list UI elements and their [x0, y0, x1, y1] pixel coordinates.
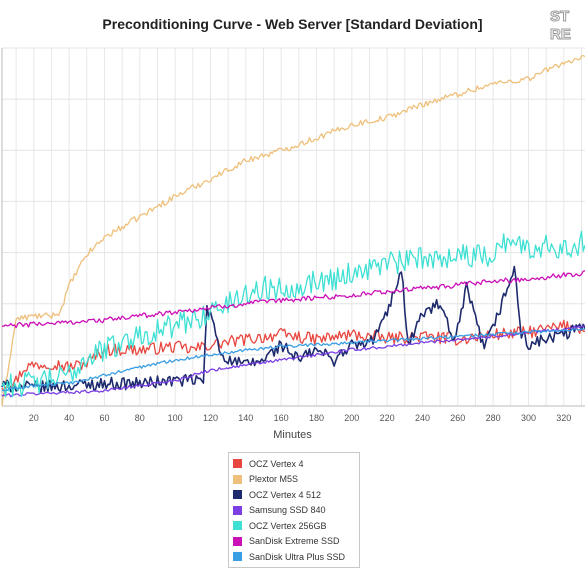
legend-label: OCZ Vertex 4 — [249, 458, 304, 469]
legend-item[interactable]: Samsung SSD 840 — [233, 503, 359, 519]
legend-item[interactable]: Plextor M5S — [233, 472, 359, 488]
x-tick-label: 20 — [29, 413, 39, 423]
watermark-logo-icon: ST RE — [550, 8, 572, 44]
legend-label: OCZ Vertex 4 512 — [249, 489, 322, 500]
series-line-ocz-vertex-4 — [1, 319, 585, 391]
x-tick-label: 120 — [203, 413, 218, 423]
legend: OCZ Vertex 4 Plextor M5S OCZ Vertex 4 512 S… — [228, 452, 360, 568]
series-line-plextor-m5s — [1, 54, 585, 407]
legend-item[interactable]: OCZ Vertex 4 512 — [233, 487, 359, 503]
legend-label: Plextor M5S — [249, 474, 299, 485]
x-axis-label: Minutes — [273, 429, 312, 441]
x-tick-label: 320 — [556, 413, 571, 423]
x-tick-label: 220 — [380, 413, 395, 423]
legend-swatch — [233, 552, 242, 562]
x-tick-label: 260 — [450, 413, 465, 423]
x-tick-label: 300 — [521, 413, 536, 423]
x-tick-label: 40 — [64, 413, 74, 423]
x-tick-label: 140 — [238, 413, 253, 423]
legend-swatch — [233, 490, 242, 500]
legend-item[interactable]: SanDisk Extreme SSD — [233, 534, 359, 550]
legend-swatch — [233, 521, 242, 531]
x-tick-label: 160 — [274, 413, 289, 423]
legend-item[interactable]: OCZ Vertex 4 — [233, 456, 359, 472]
legend-item[interactable]: SanDisk Ultra Plus SSD — [233, 549, 359, 565]
series-line-samsung-ssd-840 — [1, 324, 585, 398]
legend-label: Samsung SSD 840 — [249, 505, 326, 516]
series-line-ocz-vertex-256gb — [1, 230, 585, 398]
legend-swatch — [233, 459, 242, 469]
x-tick-label: 280 — [486, 413, 501, 423]
x-tick-label: 100 — [168, 413, 183, 423]
x-tick-label: 240 — [415, 413, 430, 423]
chart-title: Preconditioning Curve - Web Server [Stan… — [102, 16, 483, 32]
x-tick-label: 200 — [344, 413, 359, 423]
x-tick-label: 80 — [135, 413, 145, 423]
legend-label: SanDisk Ultra Plus SSD — [249, 551, 346, 562]
legend-swatch — [233, 505, 242, 515]
plot-background — [2, 48, 585, 406]
legend-label: SanDisk Extreme SSD — [249, 536, 340, 547]
legend-item[interactable]: OCZ Vertex 256GB — [233, 518, 359, 534]
series-line-sandisk-extreme-ssd — [1, 270, 585, 329]
svg-text:RE: RE — [550, 26, 571, 43]
x-tick-label: 180 — [309, 413, 324, 423]
legend-label: OCZ Vertex 256GB — [249, 520, 327, 531]
svg-text:ST: ST — [550, 8, 569, 25]
legend-swatch — [233, 474, 242, 484]
legend-swatch — [233, 536, 242, 546]
x-tick-label: 60 — [99, 413, 109, 423]
series-line-sandisk-ultra-plus-ssd — [1, 328, 585, 392]
